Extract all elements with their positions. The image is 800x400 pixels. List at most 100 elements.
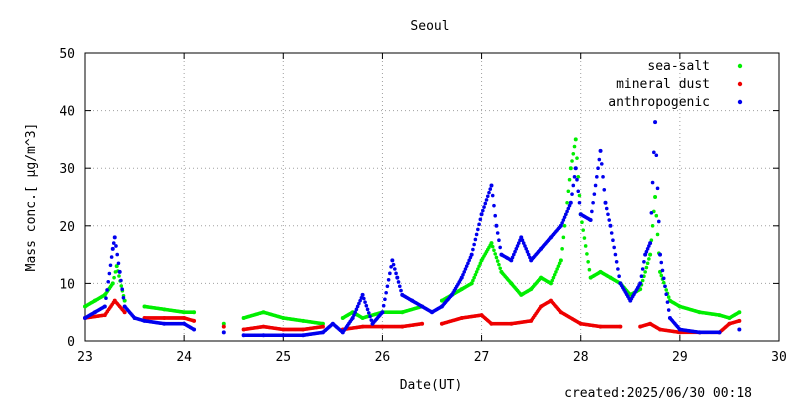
data-point (388, 271, 392, 276)
data-point (654, 213, 659, 218)
data-point (473, 237, 478, 242)
data-point (607, 218, 612, 222)
data-point (565, 200, 569, 205)
legend-marker (737, 81, 743, 87)
data-point (737, 327, 742, 332)
data-point (566, 206, 571, 211)
data-point (582, 236, 587, 240)
data-point (114, 244, 118, 248)
data-point (469, 281, 474, 286)
data-point (565, 209, 569, 214)
data-point (119, 278, 123, 283)
x-tick-label: 27 (474, 350, 490, 365)
data-point (666, 308, 671, 312)
legend-label: sea-salt (647, 59, 710, 74)
data-point (586, 260, 590, 264)
data-point (551, 275, 556, 280)
data-point (596, 166, 600, 170)
data-point (110, 246, 115, 251)
data-point (558, 223, 563, 228)
data-point (114, 264, 119, 269)
data-point (516, 241, 521, 245)
data-point (717, 330, 722, 335)
data-point (471, 278, 475, 283)
data-point (510, 255, 515, 260)
data-point (384, 290, 388, 295)
data-point (498, 245, 502, 250)
data-point (111, 241, 116, 245)
data-point (568, 166, 573, 171)
data-point (381, 303, 386, 308)
data-point (655, 186, 660, 191)
data-point (645, 261, 650, 266)
data-point (572, 175, 577, 179)
data-point (390, 258, 395, 263)
data-point (618, 324, 623, 329)
data-point (523, 244, 527, 248)
data-point (483, 201, 488, 206)
data-point (642, 274, 646, 279)
data-point (604, 206, 609, 211)
y-tick-label: 10 (59, 277, 75, 292)
data-point (221, 330, 226, 335)
data-point (498, 266, 502, 271)
y-axis-label: Mass conc.[ μg/m^3] (24, 123, 39, 272)
data-point (561, 235, 566, 240)
data-point (655, 232, 660, 237)
data-point (656, 219, 661, 224)
data-point (593, 183, 598, 188)
data-point (653, 195, 658, 199)
x-tick-label: 30 (771, 350, 787, 365)
data-point (525, 249, 530, 254)
data-point (192, 327, 197, 332)
data-point (575, 177, 579, 182)
data-point (588, 218, 593, 223)
data-point (471, 247, 475, 252)
data-point (383, 297, 387, 302)
data-point (110, 281, 115, 286)
data-point (489, 183, 494, 188)
data-point (399, 288, 403, 293)
data-point (560, 221, 564, 225)
data-point (472, 275, 476, 280)
data-point (520, 238, 525, 242)
data-point (476, 267, 480, 271)
data-point (357, 301, 361, 306)
data-point (396, 280, 401, 284)
data-point (478, 261, 483, 266)
data-point (515, 244, 520, 248)
data-point (590, 209, 594, 214)
data-point (599, 162, 604, 166)
data-point (606, 212, 610, 217)
data-point (658, 252, 663, 257)
data-point (355, 304, 360, 309)
data-point (659, 260, 664, 265)
data-point (737, 318, 742, 323)
data-point (577, 193, 582, 198)
data-point (120, 287, 124, 291)
data-point (494, 223, 499, 228)
data-point (649, 211, 654, 215)
data-point (117, 274, 121, 278)
data-point (663, 284, 667, 289)
data-point (121, 296, 126, 300)
data-point (526, 252, 531, 257)
data-point (385, 284, 390, 289)
data-point (473, 272, 478, 277)
data-point (597, 157, 602, 162)
data-point (320, 324, 325, 329)
data-point (568, 200, 573, 205)
data-point (364, 303, 369, 308)
data-point (497, 238, 501, 242)
data-point (488, 187, 493, 191)
data-point (564, 212, 568, 217)
data-point (644, 265, 649, 270)
data-point (489, 241, 494, 246)
data-point (494, 255, 499, 260)
grid (85, 53, 779, 341)
data-point (639, 274, 644, 279)
data-point (518, 238, 522, 242)
data-point (358, 298, 362, 303)
data-point (363, 300, 367, 304)
data-point (661, 276, 666, 281)
